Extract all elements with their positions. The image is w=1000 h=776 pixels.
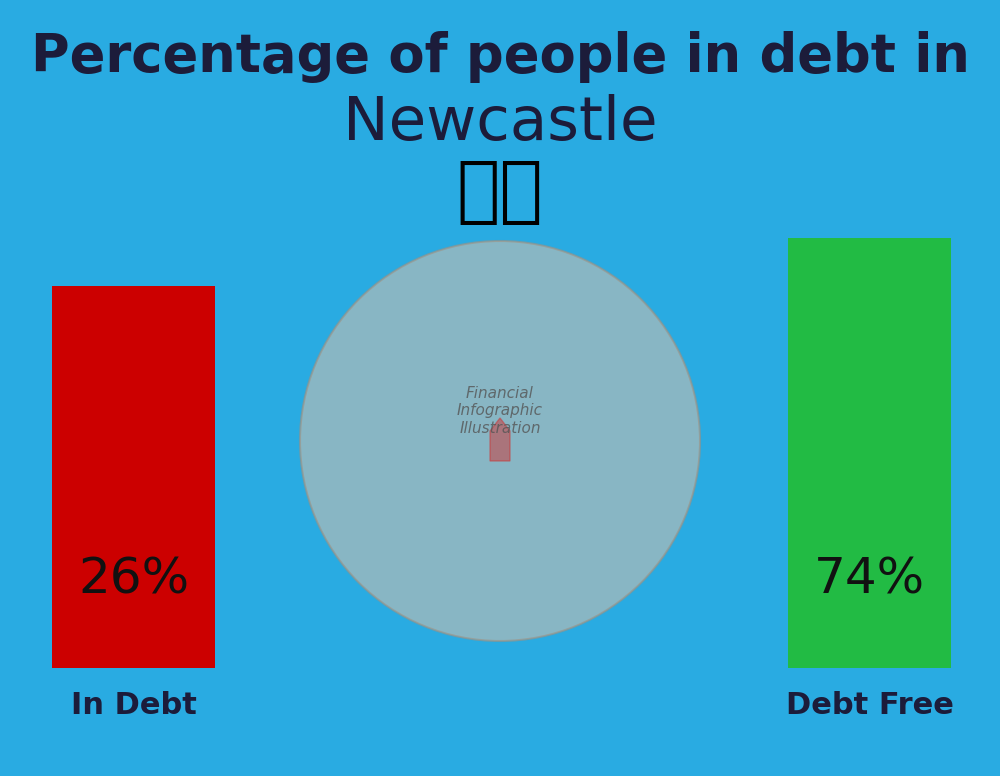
Text: Debt Free: Debt Free <box>786 691 953 720</box>
FancyBboxPatch shape <box>788 238 951 668</box>
Text: Percentage of people in debt in: Percentage of people in debt in <box>31 31 969 83</box>
Text: 26%: 26% <box>78 556 189 604</box>
Text: 74%: 74% <box>814 556 925 604</box>
Text: Financial
Infographic
Illustration: Financial Infographic Illustration <box>457 386 543 436</box>
Text: In Debt: In Debt <box>71 691 196 720</box>
Circle shape <box>300 241 700 641</box>
Text: 🇦🇺: 🇦🇺 <box>457 158 543 227</box>
Polygon shape <box>490 418 510 461</box>
Text: Newcastle: Newcastle <box>343 94 657 153</box>
FancyBboxPatch shape <box>52 286 215 668</box>
